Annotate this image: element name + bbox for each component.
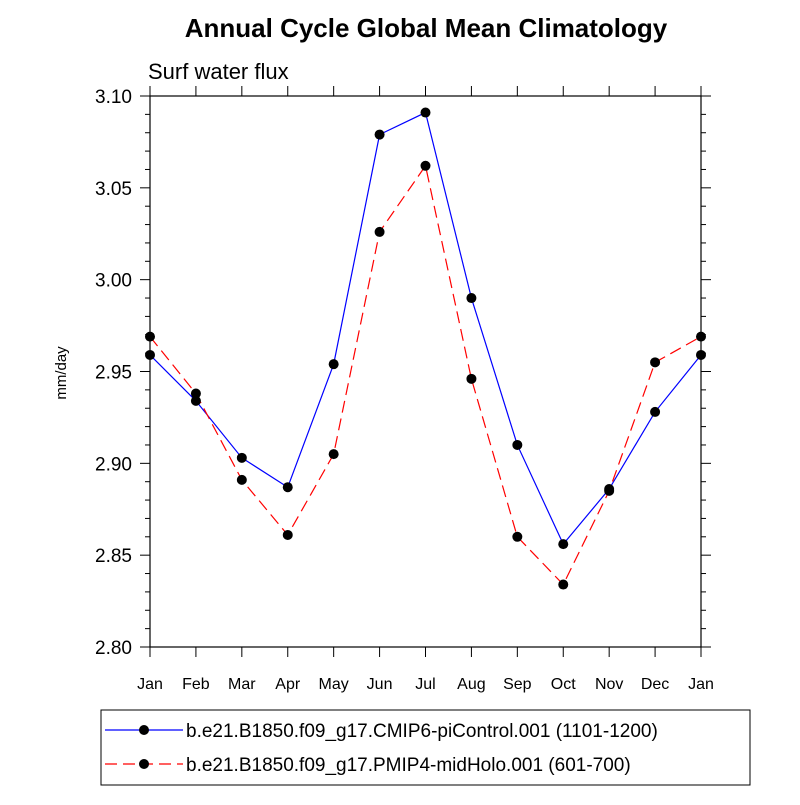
legend: b.e21.B1850.f09_g17.CMIP6-piControl.001 … bbox=[100, 709, 751, 786]
legend-box bbox=[100, 709, 751, 786]
series-2-point bbox=[604, 485, 615, 496]
plot-area: 2.80 2.85 2.90 2.95 3.00 3.05 3.10 Jan Feb Mar Apr… bbox=[95, 86, 714, 693]
x-tick-label: Feb bbox=[182, 676, 210, 693]
x-tick-label: Aug bbox=[457, 676, 485, 693]
legend-entry-label: b.e21.B1850.f09_g17.PMIP4-midHolo.001 (6… bbox=[186, 755, 631, 776]
y-tick-label: 2.80 bbox=[95, 638, 132, 659]
series-1-point bbox=[466, 293, 477, 304]
series-1-point bbox=[328, 359, 339, 370]
legend-marker-1 bbox=[139, 725, 149, 735]
plot-frame bbox=[149, 95, 702, 648]
series-2-point bbox=[696, 331, 706, 342]
y-tick-label: 2.85 bbox=[95, 546, 132, 567]
x-tick-label: Jun bbox=[367, 676, 393, 693]
x-tick-label: Jul bbox=[415, 676, 435, 693]
x-tick-label: Jan bbox=[137, 676, 163, 693]
x-tick-label: Dec bbox=[641, 676, 669, 693]
series-2-point bbox=[374, 226, 385, 237]
x-tick-label: Sep bbox=[503, 676, 532, 693]
series-1-point bbox=[558, 539, 569, 550]
series-2-point bbox=[328, 449, 339, 460]
series-2-point bbox=[512, 531, 523, 542]
series-2-point bbox=[650, 357, 661, 368]
y-tick-label: 2.90 bbox=[95, 454, 132, 475]
series-1-point bbox=[145, 349, 155, 360]
x-tick-label: May bbox=[319, 676, 349, 693]
series-2-point bbox=[236, 474, 247, 485]
y-tick-label: 3.10 bbox=[95, 87, 132, 108]
y-tick-label: 3.00 bbox=[95, 271, 132, 292]
series-1-point bbox=[696, 349, 706, 360]
series-2-point bbox=[420, 160, 431, 171]
chart-title: Annual Cycle Global Mean Climatology bbox=[185, 13, 668, 43]
series-2-point bbox=[282, 529, 293, 540]
series-2-point bbox=[190, 388, 201, 399]
series-1-point bbox=[190, 395, 201, 406]
y-tick-label: 3.05 bbox=[95, 179, 132, 200]
y-axis-label: mm/day bbox=[53, 346, 70, 400]
series-2-point bbox=[145, 331, 155, 342]
series-1-point bbox=[282, 482, 293, 493]
x-tick-label: Oct bbox=[551, 676, 576, 693]
series-1-point bbox=[374, 129, 385, 140]
y-tick-label: 2.95 bbox=[95, 363, 132, 384]
series-1-point bbox=[650, 406, 661, 417]
series-1-point bbox=[420, 107, 431, 118]
series-2-point bbox=[558, 579, 569, 590]
x-tick-label: Apr bbox=[275, 676, 301, 693]
x-tick-label: Mar bbox=[228, 676, 256, 693]
chart-subtitle: Surf water flux bbox=[148, 59, 289, 84]
series-line-2 bbox=[149, 164, 702, 586]
series-2-point bbox=[466, 373, 477, 384]
x-tick-label: Nov bbox=[595, 676, 623, 693]
x-tick-label: Jan bbox=[688, 676, 714, 693]
legend-entry-label: b.e21.B1850.f09_g17.CMIP6-piControl.001 … bbox=[186, 721, 658, 742]
series-1-point bbox=[236, 452, 247, 463]
series-1-point bbox=[512, 439, 523, 450]
legend-marker-2 bbox=[139, 759, 149, 769]
series-line-1 bbox=[149, 111, 702, 546]
